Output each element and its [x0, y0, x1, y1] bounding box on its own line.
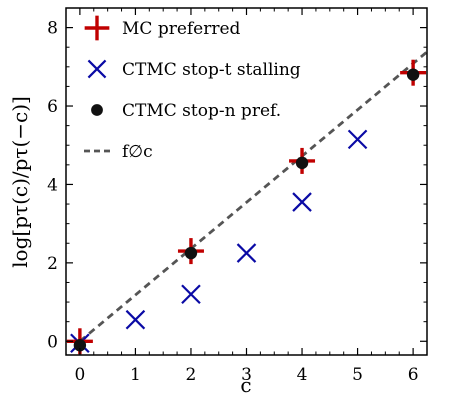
y-ticks: 0 2 4 6 8	[47, 19, 427, 352]
x-tick-label: 6	[408, 365, 419, 385]
series-1-point-3-d2	[236, 243, 257, 263]
series-1-point-5	[347, 129, 368, 150]
legend-marker-0	[84, 15, 110, 41]
legend-label-2: CTMC stop-n pref.	[122, 101, 281, 121]
series-1-point-5-d2	[347, 129, 368, 150]
legend-marker-2-dot	[91, 104, 103, 116]
reference-line	[78, 50, 427, 343]
x-tick-label: 1	[130, 365, 141, 385]
plot-layer	[66, 50, 427, 355]
x-axis-label: c	[240, 373, 251, 397]
x-ticks: 0 1 2 3 4 5 6	[65, 8, 428, 385]
x-tick-label: 0	[74, 365, 85, 385]
series-2-point-2-dot	[295, 156, 309, 170]
series-2-point-3	[406, 68, 420, 81]
series-2-point-1-dot	[184, 246, 198, 260]
series-1-point-2	[181, 284, 201, 305]
series-1-point-1	[125, 309, 146, 330]
legend-label-1: CTMC stop-t stalling	[122, 60, 301, 80]
x-tick-label: 2	[186, 365, 197, 385]
x-tick-label: 4	[297, 365, 308, 385]
y-axis-label: log[pτ(c)/pτ(−c)]	[8, 96, 32, 268]
series-2-point-0	[73, 338, 87, 352]
series-2-point-1	[184, 246, 198, 260]
series-2-point-2	[295, 156, 309, 170]
legend-label-3: f∅c	[122, 142, 153, 162]
x-tick-label: 3	[241, 365, 252, 385]
legend-marker-1	[87, 59, 107, 79]
series-2-point-3-dot	[406, 68, 420, 81]
series-1-point-4-d2	[292, 192, 312, 212]
y-tick-label: 0	[47, 332, 58, 352]
x-tick-label: 5	[352, 365, 363, 385]
series-1-point-3	[236, 243, 257, 263]
legend: MC preferred CTMC stop-t stalling CTMC sto…	[84, 15, 301, 162]
legend-marker-1-d2	[87, 59, 107, 79]
series-1-point-1-d2	[125, 309, 146, 330]
series-1-point-4	[292, 192, 312, 212]
series-2-point-0-dot	[73, 338, 87, 352]
y-tick-label: 2	[47, 254, 58, 274]
y-tick-label: 4	[47, 175, 58, 195]
legend-marker-2	[91, 104, 103, 116]
series-1-point-2-d2	[181, 284, 201, 305]
y-tick-label: 6	[47, 97, 58, 117]
legend-label-0: MC preferred	[122, 19, 241, 39]
y-tick-label: 8	[47, 19, 58, 39]
